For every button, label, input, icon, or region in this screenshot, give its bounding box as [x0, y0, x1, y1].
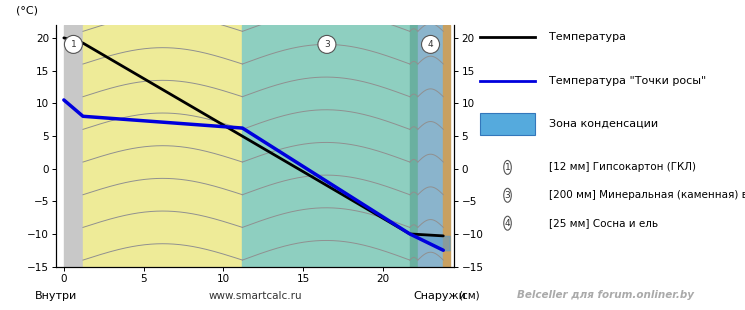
Ellipse shape	[422, 35, 440, 53]
Text: [200 мм] Минеральная (каменная) вата 45-75 кг/м³: [200 мм] Минеральная (каменная) вата 45-…	[549, 190, 745, 200]
Text: Температура: Температура	[549, 32, 627, 42]
Bar	[418, 25, 443, 267]
Text: (°C): (°C)	[16, 5, 38, 15]
Text: 1: 1	[504, 163, 510, 172]
Text: www.smartcalc.ru: www.smartcalc.ru	[209, 291, 302, 301]
Text: Зона конденсации: Зона конденсации	[549, 119, 659, 129]
Ellipse shape	[318, 35, 336, 53]
Text: 4: 4	[504, 219, 510, 228]
Ellipse shape	[504, 216, 511, 230]
Text: 3: 3	[324, 40, 330, 49]
Text: Внутри: Внутри	[35, 291, 77, 301]
Ellipse shape	[504, 161, 511, 174]
Bar	[443, 25, 450, 267]
Text: Belceller для forum.onliner.by: Belceller для forum.onliner.by	[517, 290, 694, 299]
Text: Снаружи: Снаружи	[413, 291, 466, 301]
Text: 3: 3	[504, 191, 510, 200]
Bar	[83, 25, 242, 267]
Text: [25 мм] Сосна и ель: [25 мм] Сосна и ель	[549, 218, 659, 228]
Ellipse shape	[64, 35, 83, 53]
Bar	[410, 25, 418, 267]
Bar	[242, 25, 410, 267]
Text: 1: 1	[71, 40, 76, 49]
Text: 4: 4	[428, 40, 434, 49]
Text: (см): (см)	[458, 291, 480, 301]
Ellipse shape	[504, 188, 511, 202]
Bar	[64, 25, 83, 267]
FancyBboxPatch shape	[480, 113, 536, 135]
Text: Температура "Точки росы": Температура "Точки росы"	[549, 76, 707, 86]
Text: [12 мм] Гипсокартон (ГКЛ): [12 мм] Гипсокартон (ГКЛ)	[549, 162, 697, 172]
